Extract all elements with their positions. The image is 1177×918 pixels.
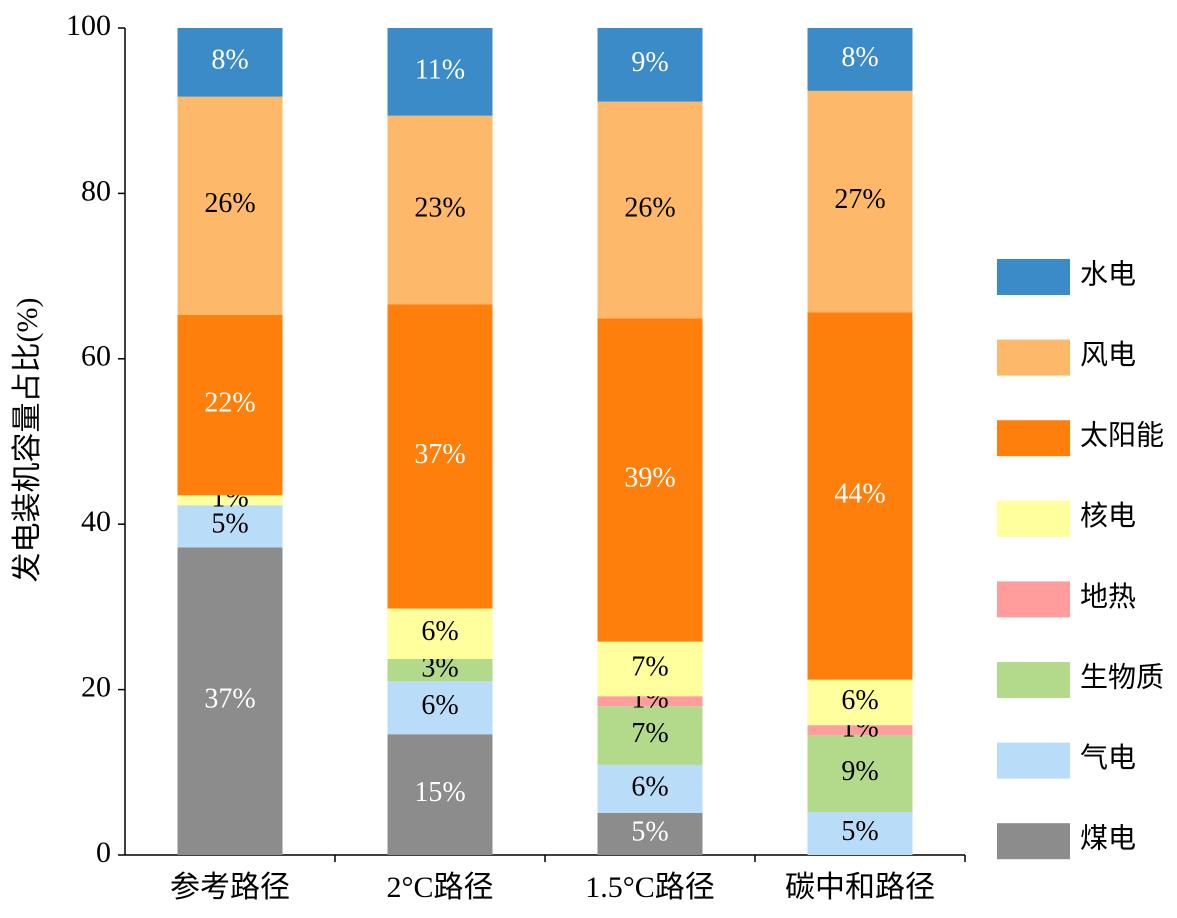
bar-segment (807, 312, 913, 680)
data-label: 37% (204, 684, 255, 715)
data-label: 6% (421, 616, 458, 647)
x-tick-label: 1.5°C路径 (585, 871, 715, 904)
x-tick-label: 2°C路径 (386, 871, 493, 904)
x-tick-label: 碳中和路径 (785, 871, 935, 904)
data-label: 7% (631, 651, 668, 682)
bar-segment (597, 706, 703, 765)
bar-segment (597, 28, 703, 102)
data-label: 26% (204, 188, 255, 219)
bar-segment (597, 101, 703, 319)
y-tick-label: 0 (96, 836, 111, 869)
legend-label: 煤电 (1080, 823, 1136, 855)
data-label: 8% (211, 45, 248, 76)
y-tick-label: 60 (81, 340, 111, 373)
data-label: 9% (631, 47, 668, 78)
x-tick-label: 参考路径 (170, 871, 290, 904)
legend-swatch (997, 420, 1070, 457)
bar-segment (807, 725, 913, 736)
data-label: 9% (841, 756, 878, 787)
bar-segment (807, 90, 913, 313)
bar-segment (177, 96, 283, 315)
data-label: 39% (624, 462, 675, 493)
legend-label: 水电 (1080, 258, 1136, 290)
data-label: 5% (211, 509, 248, 540)
y-tick-label: 20 (81, 670, 111, 703)
data-label: 23% (414, 192, 465, 223)
legend-swatch (997, 339, 1070, 376)
legend-label: 地热 (1080, 581, 1136, 613)
data-label: 26% (624, 192, 675, 223)
y-tick-label: 40 (81, 505, 111, 538)
data-label: 15% (414, 777, 465, 808)
data-label: 5% (841, 816, 878, 847)
legend-swatch (997, 500, 1070, 537)
legend-swatch (997, 662, 1070, 698)
bar-segment (597, 318, 703, 642)
bar-segment (387, 734, 493, 855)
bar-segment (387, 608, 493, 660)
data-label: 27% (834, 184, 885, 215)
data-label: 6% (421, 690, 458, 721)
bar-segment (387, 28, 493, 116)
data-label: 7% (631, 718, 668, 749)
data-label: 8% (841, 42, 878, 73)
data-label: 6% (841, 685, 878, 716)
legend-label: 生物质 (1080, 661, 1164, 693)
bar-segment (387, 304, 493, 609)
bar-segment (387, 115, 493, 305)
legend-label: 风电 (1080, 339, 1136, 371)
bar-segment (177, 28, 283, 97)
data-label: 6% (631, 771, 668, 802)
data-label: 37% (414, 439, 465, 470)
bar-segment (807, 735, 913, 812)
legend-swatch (997, 823, 1070, 860)
bar-segment (177, 495, 283, 506)
legend-label: 核电 (1080, 500, 1136, 532)
y-tick-label: 80 (81, 174, 111, 207)
data-label: 22% (204, 388, 255, 419)
data-label: 5% (631, 816, 668, 847)
data-label: 11% (415, 54, 465, 85)
bar-segment (807, 28, 913, 91)
bar-segment (387, 681, 493, 735)
bar-segment (387, 659, 493, 682)
y-axis-title: 发电装机容量占比(%) (11, 298, 44, 583)
bar-segment (597, 641, 703, 697)
legend-swatch (997, 259, 1070, 295)
bar-segment (597, 764, 703, 813)
bar-segment (177, 314, 283, 496)
bar-segment (177, 505, 283, 548)
legend-swatch (997, 581, 1070, 618)
bar-segment (807, 679, 913, 726)
legend-label: 气电 (1080, 742, 1136, 774)
bar-segment (177, 547, 283, 855)
bar-segment (807, 811, 913, 855)
data-label: 44% (834, 479, 885, 510)
legend-swatch (997, 742, 1070, 779)
y-tick-label: 100 (66, 9, 111, 42)
bar-segment (597, 812, 703, 855)
bar-segment (597, 696, 703, 707)
legend-label: 太阳能 (1080, 420, 1164, 452)
